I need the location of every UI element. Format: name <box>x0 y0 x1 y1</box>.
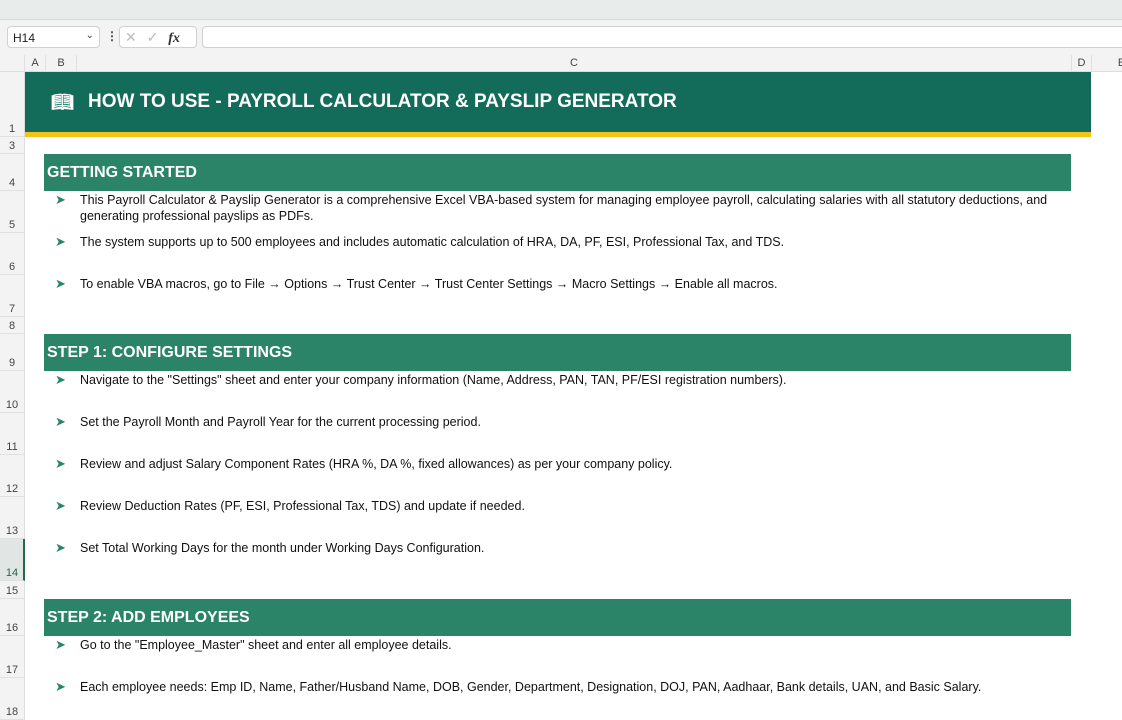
row-number: 8 <box>8 320 16 332</box>
row-header[interactable]: 1 <box>0 72 25 137</box>
row-header[interactable]: 15 <box>0 581 25 599</box>
select-all-corner[interactable] <box>0 55 25 72</box>
cell-reference: H14 <box>13 31 36 45</box>
list-item: ➤ Set the Payroll Month and Payroll Year … <box>55 414 1055 430</box>
list-item: ➤ The system supports up to 500 employees… <box>55 234 1055 250</box>
item-text: Review and adjust Salary Component Rates… <box>80 457 673 471</box>
arrow-bullet-icon: ➤ <box>55 234 66 249</box>
page-title-banner: 📖︎ HOW TO USE - PAYROLL CALCULATOR & PAY… <box>25 72 1091 132</box>
enter-icon[interactable]: ✓ <box>146 29 159 45</box>
arrow-bullet-icon: ➤ <box>55 414 66 429</box>
formula-input[interactable] <box>202 26 1122 48</box>
list-item: ➤ Set Total Working Days for the month un… <box>55 540 1055 556</box>
row-header[interactable]: 8 <box>0 317 25 334</box>
list-item: ➤ Review and adjust Salary Component Rate… <box>55 456 1055 472</box>
item-text: Navigate to the "Settings" sheet and ent… <box>80 373 787 387</box>
row-header[interactable]: 4 <box>0 154 25 191</box>
row-header[interactable]: 9 <box>0 334 25 371</box>
column-header-d[interactable]: D <box>1072 55 1092 72</box>
arrow-bullet-icon: ➤ <box>55 679 66 694</box>
list-item: ➤ To enable VBA macros, go to File → Opti… <box>55 276 1055 292</box>
row-header[interactable]: 3 <box>0 137 25 154</box>
row-header[interactable]: 13 <box>0 497 25 539</box>
row-number: 1 <box>8 123 16 135</box>
list-item: ➤ Review Deduction Rates (PF, ESI, Profes… <box>55 498 1055 514</box>
row-header-selected[interactable]: 14 <box>0 539 25 581</box>
row-header[interactable]: 16 <box>0 599 25 636</box>
chevron-down-icon[interactable]: ⌄ <box>85 30 94 41</box>
row-number: 17 <box>5 664 19 676</box>
row-header[interactable]: 18 <box>0 678 25 720</box>
list-item: ➤ Navigate to the "Settings" sheet and en… <box>55 372 1055 388</box>
page-title: HOW TO USE - PAYROLL CALCULATOR & PAYSLI… <box>88 91 677 112</box>
row-number: 15 <box>5 585 19 597</box>
column-header-a[interactable]: A <box>25 55 46 72</box>
arrow-bullet-icon: ➤ <box>55 276 66 291</box>
list-item: ➤ Each employee needs: Emp ID, Name, Fath… <box>55 679 1055 695</box>
formula-buttons: ✕ ✓ fx <box>119 26 197 48</box>
item-text: To enable VBA macros, go to File → Optio… <box>80 277 778 291</box>
name-box[interactable]: H14 ⌄ <box>7 26 100 48</box>
row-number: 11 <box>6 441 18 453</box>
row-header[interactable]: 12 <box>0 455 25 497</box>
row-number: 14 <box>5 567 19 579</box>
window-top-bar <box>0 0 1122 20</box>
row-header[interactable]: 10 <box>0 371 25 413</box>
item-text: Go to the "Employee_Master" sheet and en… <box>80 638 452 652</box>
insert-function-button[interactable]: fx <box>168 31 180 46</box>
row-number: 3 <box>8 140 16 152</box>
book-icon: 📖︎ <box>51 92 74 112</box>
row-number: 10 <box>5 399 19 411</box>
more-options-icon[interactable]: ⋮ <box>106 29 118 43</box>
row-number: 16 <box>5 622 19 634</box>
arrow-bullet-icon: ➤ <box>55 540 66 555</box>
arrow-bullet-icon: ➤ <box>55 637 66 652</box>
arrow-bullet-icon: ➤ <box>55 498 66 513</box>
row-number: 18 <box>5 706 19 718</box>
column-header-c[interactable]: C <box>77 55 1072 72</box>
list-item: ➤ Go to the "Employee_Master" sheet and e… <box>55 637 1055 653</box>
row-header[interactable]: 7 <box>0 275 25 317</box>
section-heading: STEP 1: CONFIGURE SETTINGS <box>44 334 1071 371</box>
row-number: 4 <box>8 177 16 189</box>
item-text: Set Total Working Days for the month und… <box>80 541 485 555</box>
arrow-bullet-icon: ➤ <box>55 372 66 387</box>
formula-bar: H14 ⌄ ⋮ ✕ ✓ fx <box>0 20 1122 55</box>
row-header[interactable]: 17 <box>0 636 25 678</box>
item-text: Set the Payroll Month and Payroll Year f… <box>80 415 481 429</box>
item-text: The system supports up to 500 employees … <box>80 235 785 249</box>
accent-divider <box>25 132 1091 137</box>
section-heading: GETTING STARTED <box>44 154 1071 191</box>
row-header[interactable]: 11 <box>0 413 25 455</box>
row-number: 12 <box>5 483 19 495</box>
list-item: ➤ This Payroll Calculator & Payslip Gener… <box>55 192 1055 224</box>
item-text: Review Deduction Rates (PF, ESI, Profess… <box>80 499 525 513</box>
arrow-bullet-icon: ➤ <box>55 192 66 207</box>
row-number: 7 <box>8 303 16 315</box>
column-header-b[interactable]: B <box>46 55 77 72</box>
column-header-e[interactable]: E <box>1092 55 1122 72</box>
row-number: 9 <box>8 357 16 369</box>
row-number: 13 <box>5 525 19 537</box>
row-number: 6 <box>8 261 16 273</box>
row-number: 5 <box>8 219 16 231</box>
section-heading: STEP 2: ADD EMPLOYEES <box>44 599 1071 636</box>
item-text: Each employee needs: Emp ID, Name, Fathe… <box>80 680 982 694</box>
row-header[interactable]: 6 <box>0 233 25 275</box>
item-text: This Payroll Calculator & Payslip Genera… <box>80 193 1048 223</box>
arrow-bullet-icon: ➤ <box>55 456 66 471</box>
row-header[interactable]: 5 <box>0 191 25 233</box>
cancel-icon[interactable]: ✕ <box>125 29 137 45</box>
